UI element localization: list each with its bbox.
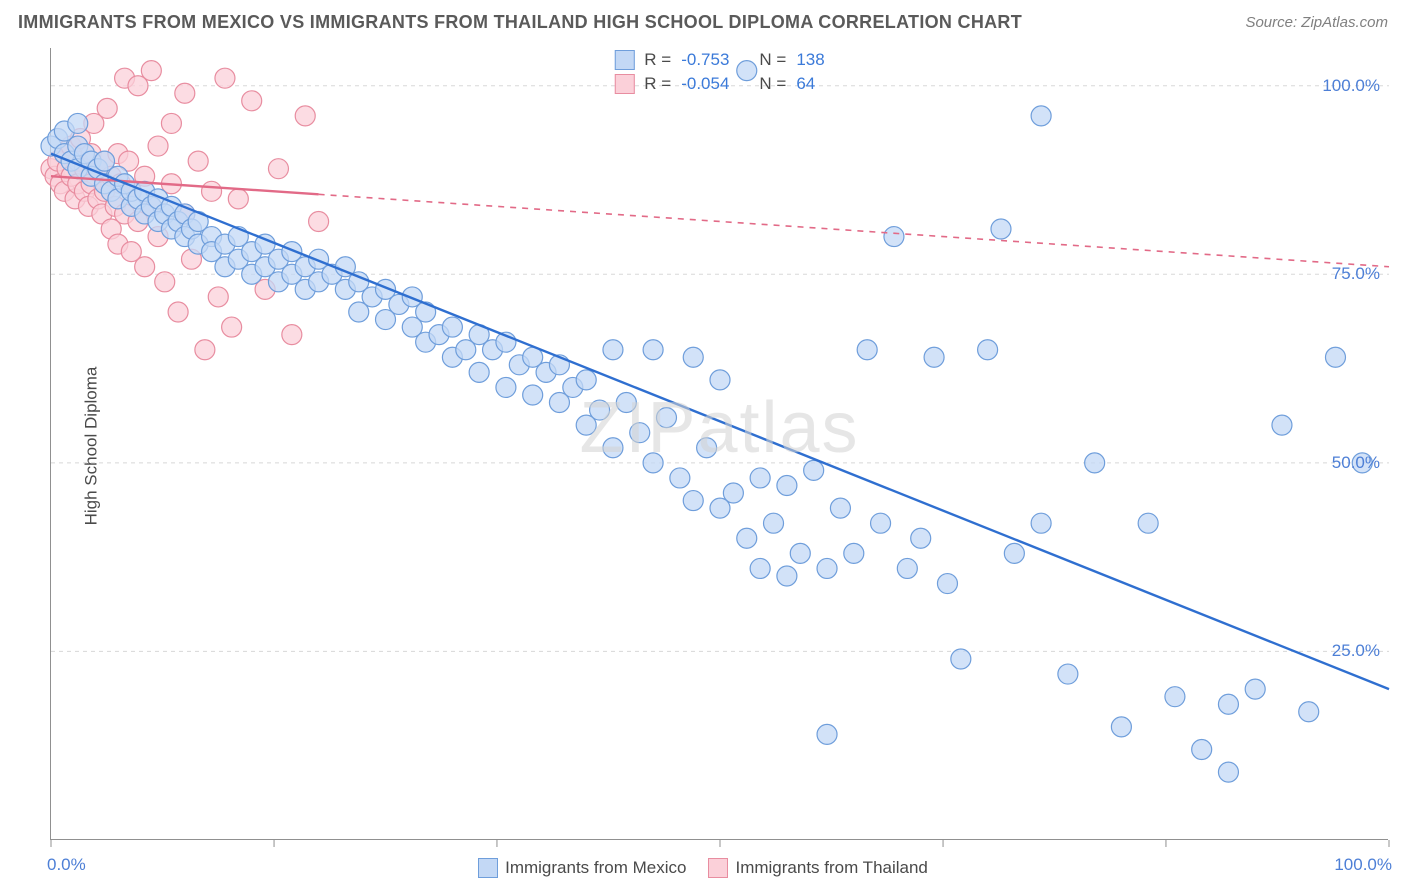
legend-item-blue: Immigrants from Mexico bbox=[478, 858, 686, 878]
chart-title: IMMIGRANTS FROM MEXICO VS IMMIGRANTS FRO… bbox=[18, 12, 1022, 33]
legend-label-pink: Immigrants from Thailand bbox=[735, 858, 927, 878]
r-value-blue: -0.753 bbox=[681, 50, 729, 70]
n-value-pink: 64 bbox=[796, 74, 815, 94]
chart-header: IMMIGRANTS FROM MEXICO VS IMMIGRANTS FRO… bbox=[0, 0, 1406, 37]
legend-row-pink: R = -0.054 N = 64 bbox=[614, 72, 824, 96]
series-legend: Immigrants from Mexico Immigrants from T… bbox=[0, 858, 1406, 878]
legend-swatch-pink bbox=[708, 858, 728, 878]
chart-source: Source: ZipAtlas.com bbox=[1245, 14, 1388, 31]
r-label: R = bbox=[644, 50, 671, 70]
y-tick-label: 25.0% bbox=[1332, 641, 1380, 661]
legend-swatch-pink bbox=[614, 74, 634, 94]
correlation-legend: R = -0.753 N = 138 R = -0.054 N = 64 bbox=[614, 48, 824, 96]
r-value-pink: -0.054 bbox=[681, 74, 729, 94]
y-tick-label: 50.0% bbox=[1332, 453, 1380, 473]
legend-item-pink: Immigrants from Thailand bbox=[708, 858, 927, 878]
r-label: R = bbox=[644, 74, 671, 94]
legend-label-blue: Immigrants from Mexico bbox=[505, 858, 686, 878]
y-tick-label: 100.0% bbox=[1322, 76, 1380, 96]
chart-plot-area: ZIPatlas R = -0.753 N = 138 R = -0.054 N… bbox=[50, 48, 1388, 840]
n-value-blue: 138 bbox=[796, 50, 824, 70]
n-label: N = bbox=[759, 74, 786, 94]
legend-swatch-blue bbox=[614, 50, 634, 70]
scatter-plot-svg bbox=[51, 48, 1389, 840]
legend-swatch-blue bbox=[478, 858, 498, 878]
legend-row-blue: R = -0.753 N = 138 bbox=[614, 48, 824, 72]
n-label: N = bbox=[759, 50, 786, 70]
y-tick-label: 75.0% bbox=[1332, 264, 1380, 284]
